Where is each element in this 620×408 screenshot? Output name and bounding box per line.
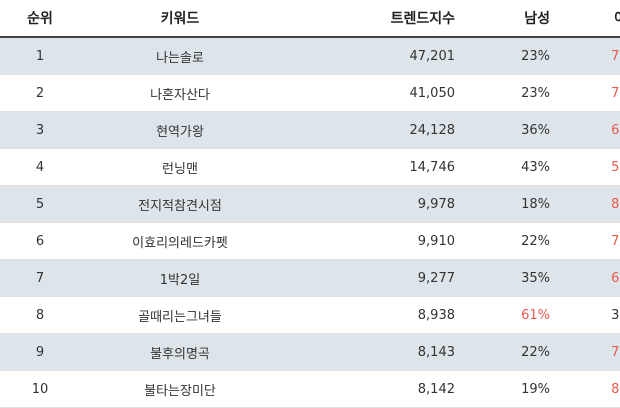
rank-cell: 3 [0,111,80,149]
keyword-cell: 런닝맨 [80,148,280,186]
female-ratio-cell: 77% [560,74,620,112]
rank-cell: 5 [0,185,80,223]
rank-cell: 8 [0,296,80,334]
keyword-cell: 불타는장미단 [80,370,280,408]
female-ratio-cell: 78% [560,333,620,371]
header-keyword: 키워드 [80,0,280,38]
male-ratio-cell: 36% [465,111,560,149]
keyword-cell: 1박2일 [80,259,280,297]
trend-index-cell: 9,277 [280,259,465,297]
female-ratio-cell: 57% [560,148,620,186]
trend-index-cell: 9,978 [280,185,465,223]
keyword-cell: 현역가왕 [80,111,280,149]
trend-index-cell: 41,050 [280,74,465,112]
female-ratio-cell: 82% [560,185,620,223]
trend-index-cell: 8,938 [280,296,465,334]
rank-cell: 2 [0,74,80,112]
keyword-cell: 전지적참견시점 [80,185,280,223]
male-ratio-cell: 18% [465,185,560,223]
trend-index-cell: 47,201 [280,37,465,75]
header-male: 남성 [465,0,560,38]
female-ratio-cell: 77% [560,37,620,75]
header-trend-index: 트렌드지수 [280,0,465,38]
rank-cell: 1 [0,37,80,75]
trend-index-cell: 24,128 [280,111,465,149]
female-ratio-cell: 78% [560,222,620,260]
trend-index-cell: 14,746 [280,148,465,186]
male-ratio-cell: 22% [465,222,560,260]
rank-cell: 4 [0,148,80,186]
male-ratio-cell: 23% [465,74,560,112]
male-ratio-cell: 19% [465,370,560,408]
female-ratio-cell: 81% [560,370,620,408]
keyword-cell: 이효리의레드카펫 [80,222,280,260]
table-header-row: 순위 키워드 트렌드지수 남성 여성 [0,0,620,38]
keyword-cell: 불후의명곡 [80,333,280,371]
female-ratio-cell: 65% [560,259,620,297]
trend-index-cell: 8,142 [280,370,465,408]
male-ratio-cell: 35% [465,259,560,297]
keyword-cell: 나혼자산다 [80,74,280,112]
male-ratio-cell: 22% [465,333,560,371]
female-ratio-cell: 39% [560,296,620,334]
header-rank: 순위 [0,0,80,38]
keyword-cell: 나는솔로 [80,37,280,75]
female-ratio-cell: 64% [560,111,620,149]
rank-cell: 9 [0,333,80,371]
male-ratio-cell: 23% [465,37,560,75]
table-body: 1나는솔로47,20123%77%2나혼자산다41,05023%77%3현역가왕… [0,37,620,408]
header-female: 여성 [560,0,620,38]
rank-cell: 10 [0,370,80,408]
rank-cell: 7 [0,259,80,297]
male-ratio-cell: 61% [465,296,560,334]
trend-index-cell: 8,143 [280,333,465,371]
trend-index-cell: 9,910 [280,222,465,260]
keyword-cell: 골때리는그녀들 [80,296,280,334]
rank-cell: 6 [0,222,80,260]
male-ratio-cell: 43% [465,148,560,186]
